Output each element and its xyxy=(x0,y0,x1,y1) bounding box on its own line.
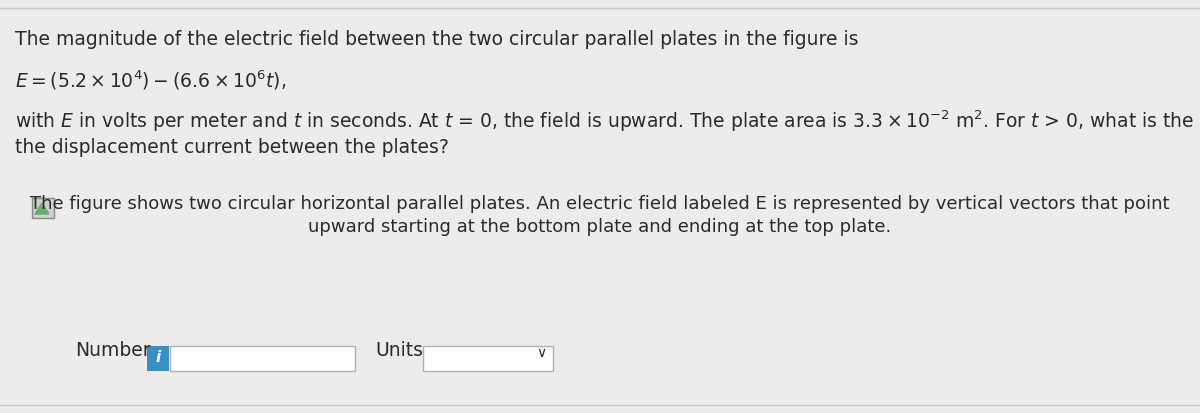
FancyBboxPatch shape xyxy=(32,198,54,218)
Text: The figure shows two circular horizontal parallel plates. An electric field labe: The figure shows two circular horizontal… xyxy=(30,195,1170,213)
Text: ∨: ∨ xyxy=(536,346,546,360)
FancyBboxPatch shape xyxy=(170,346,355,370)
Text: the displacement current between the plates?: the displacement current between the pla… xyxy=(14,138,449,157)
Text: with $E$ in volts per meter and $t$ in seconds. At $t$ = 0, the field is upward.: with $E$ in volts per meter and $t$ in s… xyxy=(14,108,1200,133)
Text: Number: Number xyxy=(74,340,151,359)
Text: upward starting at the bottom plate and ending at the top plate.: upward starting at the bottom plate and … xyxy=(308,218,892,236)
Text: $E = (5.2 \times 10^4)-(6.6 \times 10^6t),$: $E = (5.2 \times 10^4)-(6.6 \times 10^6t… xyxy=(14,68,286,92)
Text: The magnitude of the electric field between the two circular parallel plates in : The magnitude of the electric field betw… xyxy=(14,30,858,49)
Text: i: i xyxy=(155,349,161,365)
FancyBboxPatch shape xyxy=(424,346,553,370)
Text: Units: Units xyxy=(374,340,424,359)
FancyBboxPatch shape xyxy=(148,346,169,370)
Polygon shape xyxy=(35,203,49,214)
